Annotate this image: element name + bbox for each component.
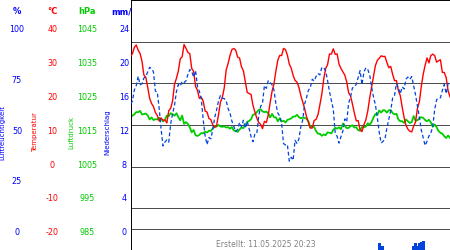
- Text: 1025: 1025: [77, 93, 98, 102]
- Bar: [416, 246, 419, 250]
- Text: Niederschlag: Niederschlag: [104, 110, 110, 155]
- Text: 0: 0: [50, 160, 55, 170]
- Text: 1035: 1035: [77, 59, 98, 68]
- Bar: [422, 242, 425, 250]
- Text: 75: 75: [12, 76, 22, 85]
- Text: 1015: 1015: [77, 127, 98, 136]
- Text: 995: 995: [80, 194, 95, 203]
- Text: -20: -20: [46, 228, 58, 237]
- Text: 20: 20: [47, 93, 57, 102]
- Text: 1045: 1045: [77, 26, 98, 35]
- Text: 16: 16: [119, 93, 129, 102]
- Text: 24: 24: [119, 26, 129, 35]
- Bar: [380, 246, 382, 250]
- Bar: [414, 243, 417, 250]
- Text: Luftfeuchtigkeit: Luftfeuchtigkeit: [0, 105, 5, 160]
- Text: 50: 50: [12, 127, 22, 136]
- Text: 20: 20: [119, 59, 129, 68]
- Text: °C: °C: [47, 8, 58, 16]
- Text: 1005: 1005: [77, 160, 98, 170]
- Text: 100: 100: [9, 26, 24, 35]
- Text: -10: -10: [46, 194, 58, 203]
- Text: 4: 4: [122, 194, 126, 203]
- Text: 10: 10: [47, 127, 57, 136]
- Text: 30: 30: [47, 59, 57, 68]
- Bar: [418, 244, 421, 250]
- Bar: [412, 246, 415, 250]
- Text: 25: 25: [12, 178, 22, 186]
- Text: 12: 12: [119, 127, 129, 136]
- Text: 0: 0: [122, 228, 126, 237]
- Text: Erstellt: 11.05.2025 20:23: Erstellt: 11.05.2025 20:23: [216, 240, 315, 249]
- Bar: [382, 246, 384, 250]
- Text: 8: 8: [122, 160, 126, 170]
- Text: Luftdruck: Luftdruck: [69, 116, 75, 149]
- Text: 40: 40: [47, 26, 57, 35]
- Bar: [378, 242, 381, 250]
- Bar: [420, 242, 423, 250]
- Text: %: %: [13, 8, 21, 16]
- Text: Temperatur: Temperatur: [32, 112, 38, 152]
- Text: hPa: hPa: [79, 8, 96, 16]
- Text: 985: 985: [80, 228, 95, 237]
- Text: 0: 0: [14, 228, 19, 237]
- Text: mm/h: mm/h: [111, 8, 137, 16]
